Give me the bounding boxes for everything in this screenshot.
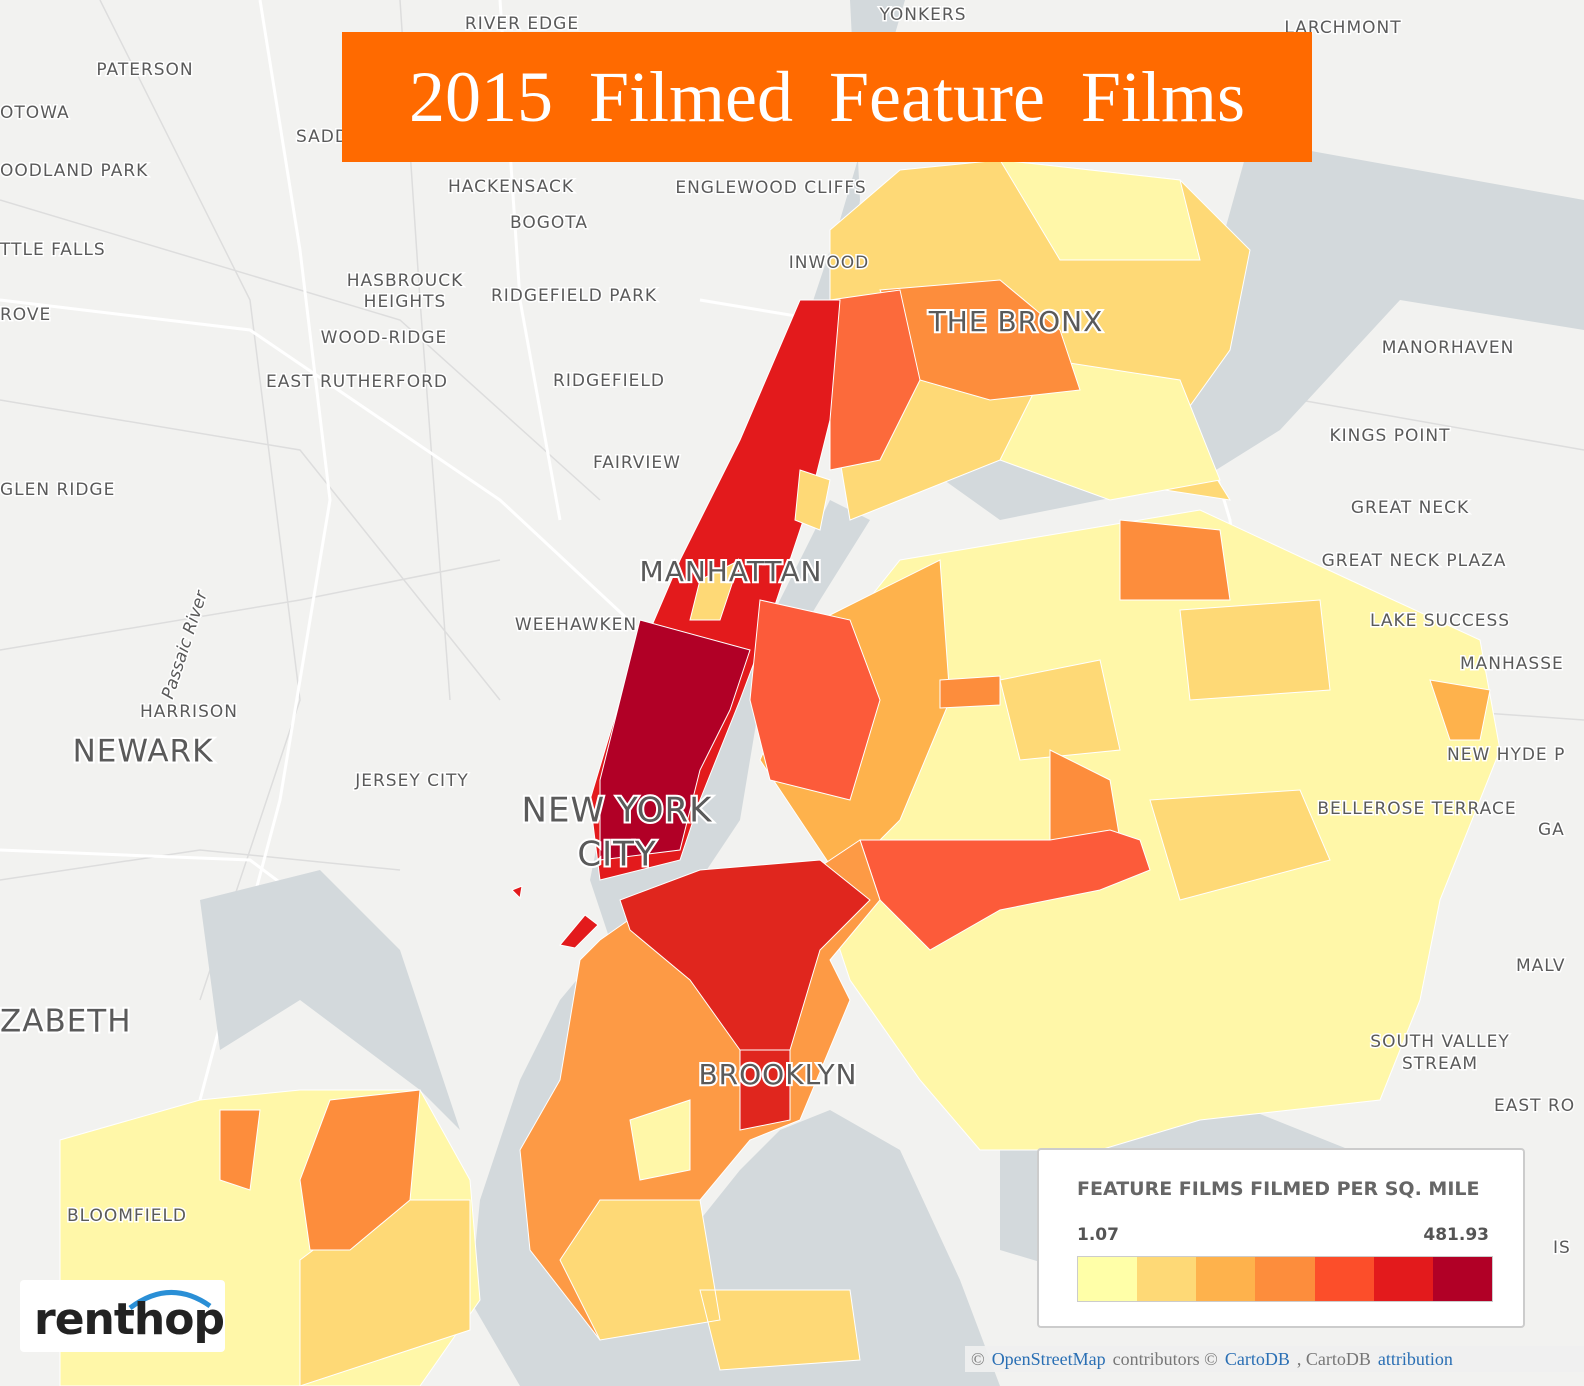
river-label: Passaic River <box>158 588 212 702</box>
place-label: GLEN RIDGE <box>0 480 115 500</box>
attribution-link[interactable]: CartoDB <box>1224 1348 1290 1369</box>
attribution-text: © <box>971 1348 985 1369</box>
legend-swatch <box>1255 1257 1315 1301</box>
legend: FEATURE FILMS FILMED PER SQ. MILE 1.07 4… <box>1037 1148 1525 1328</box>
roads <box>0 0 1584 1101</box>
place-label: GREAT NECK PLAZA <box>1322 551 1507 571</box>
legend-min: 1.07 <box>1077 1225 1119 1245</box>
legend-swatch <box>1196 1257 1256 1301</box>
place-label: HASBROUCK <box>347 271 464 291</box>
place-label: MANHASSE <box>1460 654 1564 674</box>
legend-swatch <box>1137 1257 1197 1301</box>
legend-swatch <box>1373 1257 1433 1301</box>
place-label: KINGS POINT <box>1330 426 1451 446</box>
legend-swatch <box>1314 1257 1374 1301</box>
place-label: RIDGEFIELD <box>553 371 665 391</box>
place-label: HARRISON <box>140 702 238 722</box>
borough-label: MANHATTAN <box>640 555 823 588</box>
city-label: NEWARK <box>73 734 214 770</box>
place-label: SOUTH VALLEY <box>1370 1032 1509 1052</box>
place-label: RIDGEFIELD PARK <box>491 286 657 306</box>
legend-title: FEATURE FILMS FILMED PER SQ. MILE <box>1077 1178 1480 1200</box>
place-label: MANORHAVEN <box>1382 338 1515 358</box>
place-label: GREAT NECK <box>1351 498 1469 518</box>
city-label: NEW YORK <box>522 791 714 831</box>
borough-label: BROOKLYN <box>698 1058 857 1091</box>
place-label: ROVE <box>0 305 51 325</box>
place-label: WEEHAWKEN <box>515 615 637 635</box>
place-label: HACKENSACK <box>448 177 574 197</box>
place-label: INWOOD <box>789 253 869 273</box>
city-label: CITY <box>577 835 656 875</box>
place-label: YONKERS <box>878 5 966 25</box>
place-label: ENGLEWOOD CLIFFS <box>675 178 866 198</box>
place-label: WOOD-RIDGE <box>321 328 448 348</box>
title: 2015 Filmed Feature Films <box>342 32 1312 162</box>
place-label: TTLE FALLS <box>0 240 106 260</box>
place-label: HEIGHTS <box>364 292 447 312</box>
place-label: LARCHMONT <box>1284 18 1401 38</box>
place-label: NEW HYDE P <box>1447 745 1565 765</box>
city-label: ZABETH <box>0 1004 132 1040</box>
place-label: IS <box>1553 1238 1571 1258</box>
place-labels: RIVER EDGE YONKERS LARCHMONT PATERSON OT… <box>0 4 1576 1260</box>
place-label: OODLAND PARK <box>0 161 148 181</box>
place-label: BELLEROSE TERRACE <box>1317 799 1516 819</box>
place-label: RIVER EDGE <box>465 14 579 34</box>
place-label: STREAM <box>1402 1054 1478 1074</box>
logo: renthop <box>20 1280 225 1352</box>
place-label: BOGOTA <box>510 213 588 233</box>
attribution-link[interactable]: OpenStreetMap <box>991 1348 1106 1369</box>
attribution-text: contributors © <box>1112 1348 1218 1369</box>
borough-label: THE BRONX <box>928 305 1104 338</box>
place-label: GA <box>1538 820 1565 840</box>
place-label: EAST RO <box>1494 1096 1575 1116</box>
place-label: FAIRVIEW <box>593 453 681 473</box>
legend-scale <box>1077 1256 1493 1302</box>
place-label: SADD <box>296 127 349 147</box>
logo-mark <box>128 1290 212 1311</box>
legend-swatch <box>1432 1257 1492 1301</box>
legend-swatch <box>1078 1257 1138 1301</box>
logo-text: renthop <box>34 1294 225 1345</box>
place-label: BLOOMFIELD <box>67 1206 187 1226</box>
place-label: JERSEY CITY <box>354 771 469 791</box>
place-label: PATERSON <box>96 60 193 80</box>
place-label: LAKE SUCCESS <box>1370 611 1510 631</box>
place-label: OTOWA <box>0 103 70 123</box>
attribution: © OpenStreetMap contributors © CartoDB ,… <box>965 1346 1584 1372</box>
place-label: EAST RUTHERFORD <box>266 372 448 392</box>
legend-max: 481.93 <box>1423 1225 1489 1245</box>
attribution-link[interactable]: attribution <box>1377 1348 1453 1369</box>
place-label: MALV <box>1516 956 1566 976</box>
attribution-text: , CartoDB <box>1296 1348 1371 1369</box>
